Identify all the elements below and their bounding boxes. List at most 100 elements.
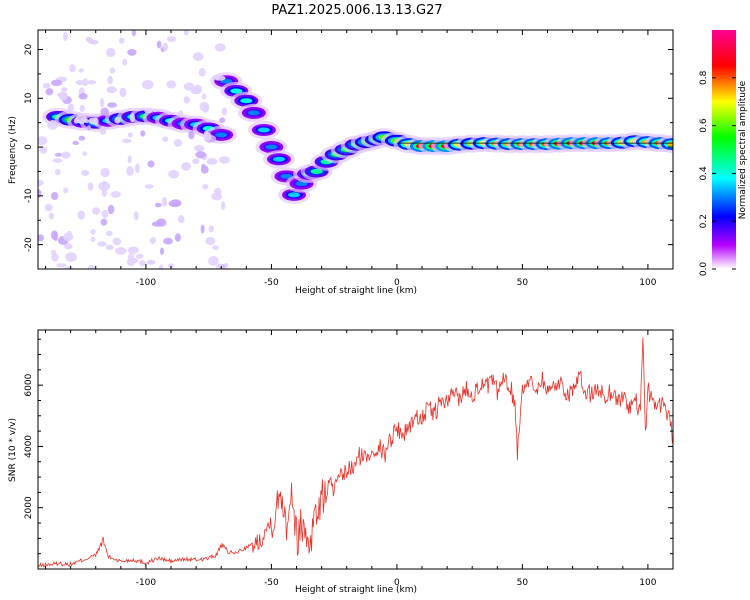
noise-blob: [72, 140, 79, 145]
noise-blob: [62, 233, 74, 242]
noise-blob: [127, 48, 137, 56]
ridge-core: [288, 192, 301, 198]
noise-blob: [114, 116, 121, 124]
noise-blob: [183, 82, 195, 91]
x-tick-label: 50: [517, 578, 529, 588]
noise-blob: [139, 260, 146, 267]
noise-blob: [220, 201, 226, 211]
noise-blob: [51, 253, 59, 262]
noise-blob: [86, 80, 97, 85]
noise-blob: [201, 93, 207, 100]
noise-blob: [181, 162, 191, 171]
noise-blob: [151, 221, 164, 227]
ridge-core: [247, 110, 260, 116]
noise-blob: [177, 214, 185, 224]
noise-blob: [39, 146, 48, 154]
noise-blob: [119, 87, 127, 98]
noise-blob: [141, 80, 154, 90]
noise-blob: [219, 117, 226, 123]
noise-blob: [78, 135, 86, 141]
y-tick-label: 6000: [24, 373, 34, 396]
noise-blob: [38, 136, 48, 146]
colorbar-tick-label: 0.8: [699, 70, 709, 85]
noise-blob: [105, 47, 116, 58]
noise-blob: [90, 228, 96, 235]
noise-blob: [112, 237, 122, 246]
noise-blob: [211, 192, 223, 201]
noise-blob: [105, 244, 114, 251]
noise-blob: [144, 108, 153, 114]
noise-blob: [63, 32, 68, 42]
noise-blob: [160, 247, 165, 255]
noise-blob: [58, 91, 68, 101]
noise-blob: [203, 132, 212, 141]
y-tick-label: 0: [24, 144, 34, 150]
spectrogram-marks: [38, 30, 673, 269]
snr-xlabel: Height of straight line (km): [295, 585, 417, 595]
spectrogram-frame: [37, 29, 674, 270]
noise-blob: [208, 225, 215, 233]
snr-axes: -100 -50 0 50 100 2000 4000 6000: [24, 330, 674, 588]
noise-blob: [109, 67, 116, 74]
noise-blob: [90, 236, 96, 242]
noise-blob: [52, 158, 63, 163]
ridge-core: [215, 132, 228, 138]
spectrogram-xlabel: Height of straight line (km): [295, 286, 417, 296]
colorbar: 0.0 0.2 0.4 0.6 0.8 Normalized spectral ampl…: [699, 30, 748, 276]
noise-blob: [192, 158, 200, 165]
noise-blob: [134, 163, 140, 173]
noise-blob: [156, 40, 162, 49]
noise-blob: [61, 151, 71, 159]
x-tick-label: 0: [394, 278, 400, 288]
colorbar-label: Normalized spectral amplitude: [738, 80, 748, 219]
noise-blob: [50, 249, 57, 256]
noise-blob: [69, 64, 76, 73]
noise-blob: [38, 179, 44, 187]
noise-blob: [92, 207, 101, 215]
noise-blob: [100, 107, 110, 116]
x-tick-label: 0: [394, 578, 400, 588]
noise-blob: [85, 36, 93, 42]
ridge-core: [280, 173, 293, 179]
noise-blob: [64, 243, 73, 250]
noise-blob: [106, 86, 117, 94]
noise-blob: [129, 113, 135, 123]
spectrogram-ylabel: Frequency (Hz): [8, 116, 18, 184]
noise-blob: [127, 132, 133, 138]
noise-blob: [162, 136, 169, 142]
y-tick-label: 20: [24, 44, 34, 56]
y-tick-label: 10: [24, 92, 34, 104]
noise-blob: [194, 145, 205, 152]
ridge-core: [272, 156, 285, 162]
colorbar-gradient: [712, 30, 736, 269]
noise-blob: [67, 103, 75, 113]
colorbar-tick-label: 0.6: [699, 118, 709, 133]
noise-blob: [118, 37, 125, 44]
noise-blob: [98, 181, 111, 191]
colorbar-ticks: 0.0 0.2 0.4 0.6 0.8: [699, 70, 736, 276]
noise-blob: [212, 245, 219, 250]
snr-ylabel: SNR (10 * v/v): [8, 418, 18, 482]
noise-blob: [50, 192, 59, 201]
colorbar-tick-label: 0.2: [699, 214, 709, 228]
noise-blob: [99, 125, 107, 136]
noise-blob: [122, 138, 132, 144]
x-tick-label: -100: [136, 578, 157, 588]
colorbar-tick-label: 0.0: [699, 262, 709, 277]
noise-blob: [214, 75, 226, 81]
noise-blob: [127, 246, 139, 254]
noise-blob: [105, 230, 113, 237]
noise-blob: [174, 233, 181, 242]
snr-frame: [37, 329, 674, 570]
ridge-core: [230, 88, 243, 94]
x-tick-label: 50: [517, 278, 529, 288]
noise-blob: [100, 167, 110, 178]
snr-panel: -100 -50 0 50 100 2000 4000 6000 Height of stra…: [8, 329, 674, 595]
noise-blob: [114, 247, 127, 255]
noise-blob: [223, 262, 229, 269]
noise-blob: [201, 163, 206, 169]
noise-blob: [131, 30, 136, 37]
noise-blob: [63, 187, 69, 194]
